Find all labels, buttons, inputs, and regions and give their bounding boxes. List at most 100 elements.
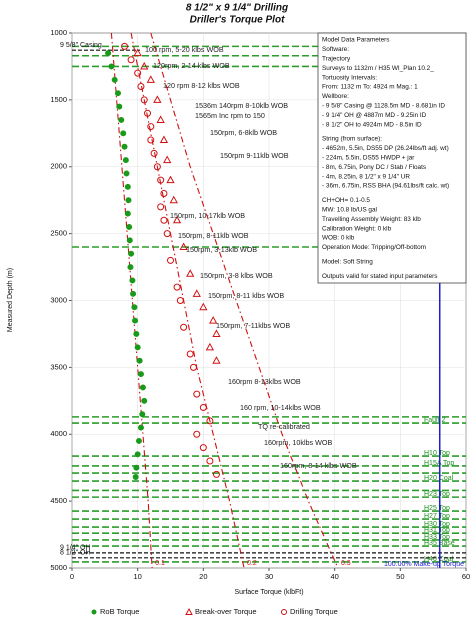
parameter-line: Calibration Weight: 0 klb [322, 225, 392, 232]
point [150, 149, 158, 157]
point [133, 48, 142, 57]
parameter-line: - 36m, 6.75in, RSS BHA (94.61lbs/ft calc… [322, 183, 449, 190]
formation-label: H25 Top [424, 505, 450, 512]
point [114, 90, 121, 97]
formation-label: H33 Top [424, 534, 450, 541]
y-tick-label: 2000 [50, 162, 67, 171]
formation-label: H40 Coal [424, 556, 454, 563]
point [209, 316, 218, 324]
legend-entry: Drilling Torque [281, 607, 338, 616]
point [172, 215, 182, 224]
point [186, 269, 195, 277]
point [134, 451, 141, 458]
parameter-line: Surveys to 1132m / H35 WI_Plan 10.2_ [322, 65, 434, 72]
annotation: 150rpm, 10-17klb WOB [170, 211, 245, 220]
parameter-line: MW: 10.8 lb/US gal [322, 206, 377, 213]
point [135, 437, 142, 444]
point [140, 61, 149, 70]
casing-label: 9 5/8" Casing [60, 42, 102, 49]
x-tick-label: 0 [70, 572, 74, 581]
point [127, 264, 134, 271]
point [141, 397, 148, 404]
point [132, 317, 139, 324]
point [111, 76, 118, 83]
point [144, 109, 152, 117]
y-tick-label: 2500 [50, 229, 67, 238]
point [186, 350, 194, 358]
x-axis-label: Surface Torque (klbFt) [234, 589, 303, 596]
point [193, 430, 201, 438]
legend-label: Drilling Torque [290, 607, 338, 616]
annotation: 120 rpm 8-12 klbs WOB [163, 81, 240, 90]
point [137, 371, 144, 378]
point [153, 163, 161, 171]
formation-label: H10 Top [424, 450, 450, 457]
friction-label: 0.1 [155, 560, 165, 567]
y-tick-label: 3000 [50, 295, 67, 304]
annotation: 160rpm, 8-14 klbs WOB [280, 461, 357, 470]
point [199, 444, 207, 452]
point [157, 176, 165, 184]
parameter-line: Outputs valid for stated input parameter… [322, 273, 437, 280]
point [163, 155, 172, 164]
friction-line [110, 32, 153, 569]
y-tick-label: 4000 [50, 429, 67, 438]
point [127, 56, 135, 64]
point [147, 123, 155, 131]
annotation: 160rpm 8-13klbs WOB [228, 377, 301, 386]
point [122, 157, 129, 164]
parameter-line: Travelling Assembly Weight: 83 klb [322, 216, 421, 223]
point [199, 404, 207, 411]
point [139, 411, 146, 418]
point [121, 143, 128, 150]
point [118, 116, 125, 123]
point [136, 357, 143, 364]
formation-label: H23 Top [424, 491, 450, 498]
parameter-line: Model: Soft String [322, 258, 373, 265]
parameter-line: - 9 5/8" Casing @ 1128.5m MD - 8.681in I… [322, 102, 445, 109]
point [199, 302, 208, 311]
legend-entry: RoB Torque [91, 607, 139, 616]
point [167, 256, 174, 264]
point [212, 329, 221, 337]
point [105, 50, 112, 57]
legend-label: Break-over Torque [195, 607, 257, 616]
point [134, 69, 142, 77]
formation-label: H20 Coal [424, 475, 454, 482]
annotation: 150rpm, 8-11 klbs WOB [208, 291, 284, 300]
x-tick-label: 40 [330, 572, 338, 581]
x-tick-label: 50 [396, 572, 404, 581]
parameter-line: Wellbore: [322, 93, 349, 100]
point [180, 323, 188, 331]
point [189, 363, 197, 371]
point [166, 175, 175, 184]
point [132, 474, 139, 481]
annotation: 1536m 140rpm 8-10klb WOB [195, 101, 288, 110]
annotation: 160 rpm, 10-14klbs WOB [240, 403, 321, 412]
point [126, 237, 133, 244]
point [131, 304, 138, 311]
point [133, 464, 140, 471]
annotation: TQ re-calibrated [258, 422, 310, 431]
point [146, 75, 155, 83]
x-tick-label: 60 [462, 572, 470, 581]
point [179, 242, 188, 250]
point [205, 342, 215, 351]
annotation: 150rpm, 7-11klbs WOB [216, 321, 290, 330]
annotation: 150rpm, 3-8 klbs WOB [200, 271, 273, 280]
parameter-line: - 224m, 5.5in, DS55 HWDP + jar [322, 154, 415, 161]
legend-marker [281, 609, 287, 615]
point [129, 277, 136, 284]
formation-label: H30 Top [424, 521, 450, 528]
parameter-line: - 9 1/4" OH @ 4887m MD - 9.25in ID [322, 112, 427, 119]
formation-label: H31 Top [424, 527, 450, 534]
point [157, 203, 165, 211]
point [169, 195, 178, 204]
point [173, 283, 181, 291]
point [133, 330, 140, 337]
parameter-box [317, 32, 467, 284]
parameter-line: CH+OH= 0.1-0.5 [322, 197, 370, 204]
legend-marker [91, 609, 97, 615]
y-tick-label: 4500 [50, 496, 67, 505]
point [193, 390, 201, 398]
